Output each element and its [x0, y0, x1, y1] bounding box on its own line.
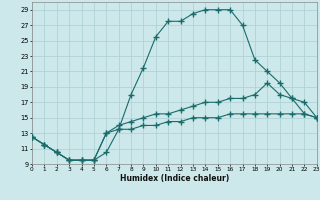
X-axis label: Humidex (Indice chaleur): Humidex (Indice chaleur) [120, 174, 229, 183]
